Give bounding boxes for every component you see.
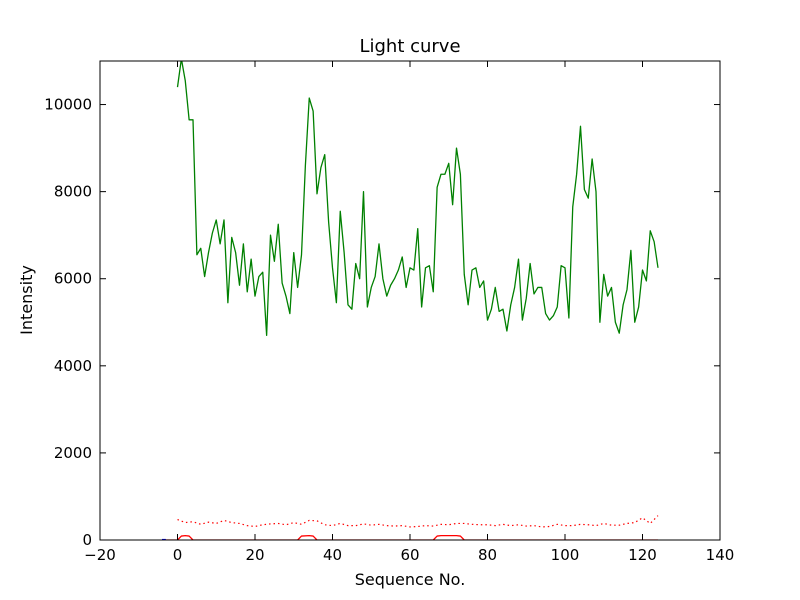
x-tick-label: 80 (478, 546, 497, 564)
x-tick-label: 20 (245, 546, 264, 564)
plot-area: −20 0 20 40 60 80 100 120 1400200040006000800010… (44, 60, 734, 564)
y-axis-label: Intensity (17, 265, 36, 335)
x-tick-label: 140 (706, 546, 735, 564)
y-tick-label: 4000 (54, 357, 92, 375)
x-tick-label: 100 (551, 546, 580, 564)
ticks-layer: −20 0 20 40 60 80 100 120 1400200040006000800010… (44, 61, 734, 564)
x-tick-label: 120 (628, 546, 657, 564)
x-tick-label: −20 (84, 546, 116, 564)
y-tick-label: 0 (82, 531, 92, 549)
series-line-0 (176, 61, 659, 336)
y-tick-label: 6000 (54, 270, 92, 288)
y-tick-label: 10000 (44, 96, 92, 114)
y-tick-label: 8000 (54, 183, 92, 201)
x-tick-label: 60 (400, 546, 419, 564)
x-axis-label: Sequence No. (355, 570, 466, 589)
series-line-2 (165, 535, 658, 540)
x-tick-label: 40 (323, 546, 342, 564)
x-tick-label: 0 (173, 546, 183, 564)
y-tick-label: 2000 (54, 444, 92, 462)
chart-title: Light curve (359, 36, 460, 57)
